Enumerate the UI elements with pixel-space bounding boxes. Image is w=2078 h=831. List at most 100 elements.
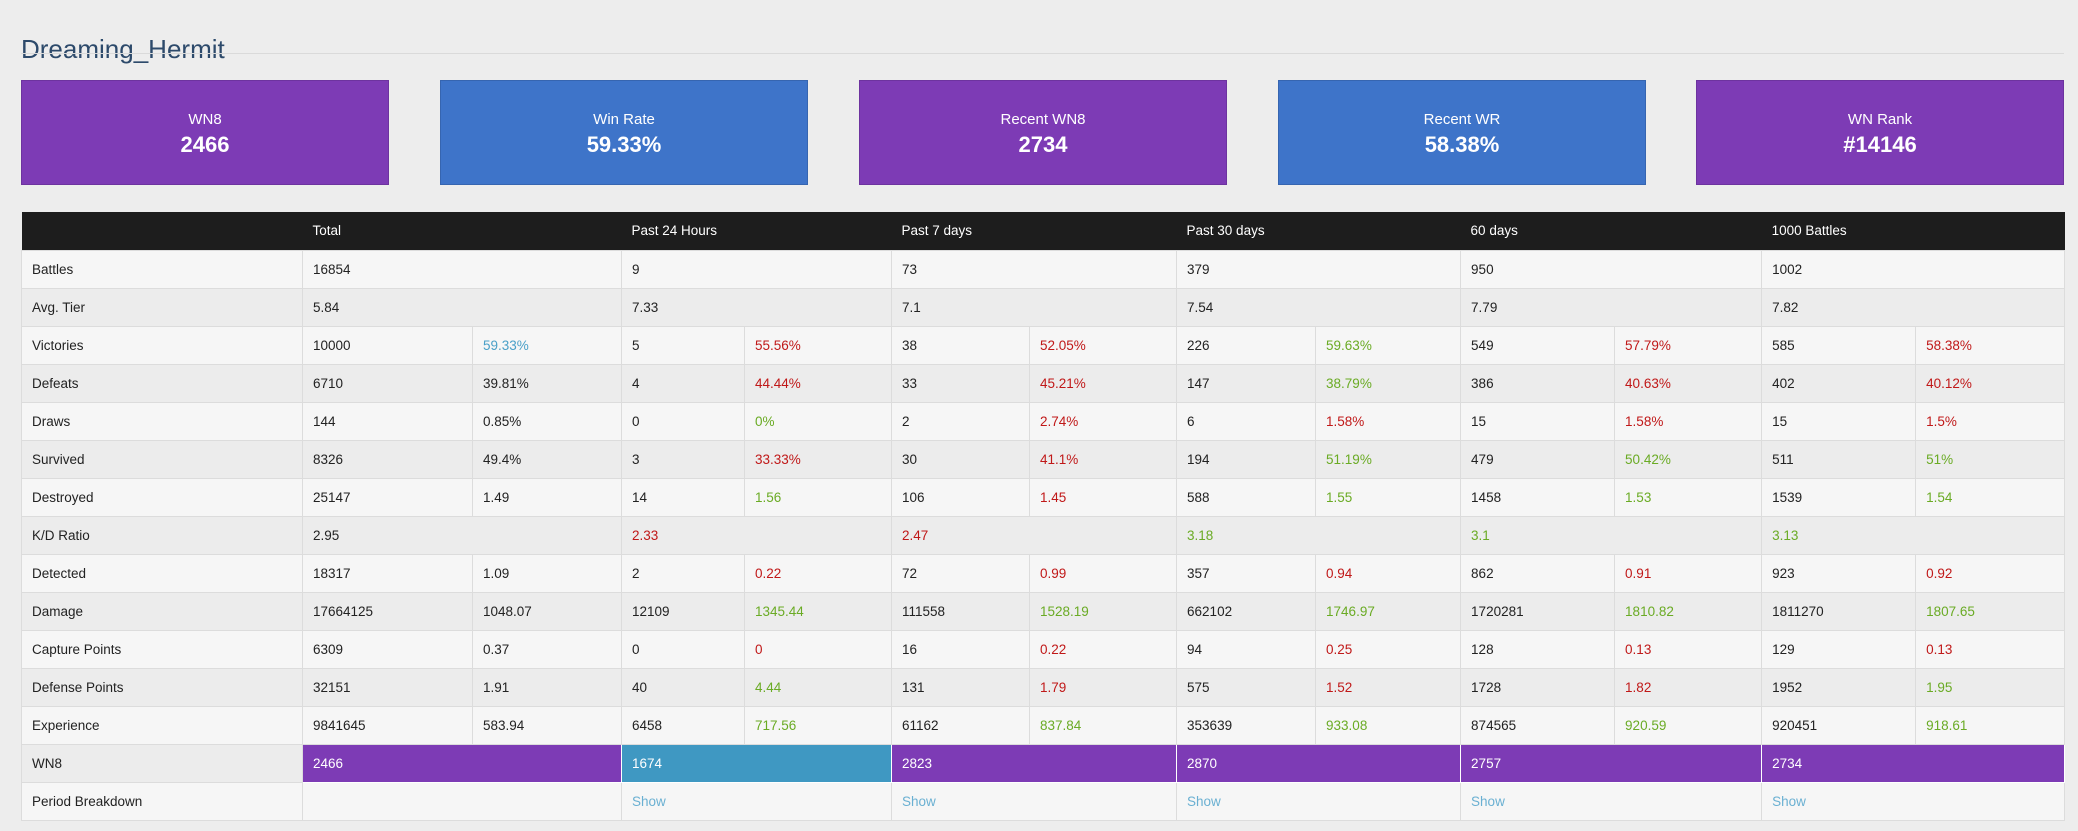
cell: 25147 bbox=[302, 477, 473, 517]
table-row-experience: Experience 9841645 583.94 6458 717.56 61… bbox=[21, 705, 2066, 745]
cell: 0 bbox=[621, 629, 745, 669]
cell: 1.45 bbox=[1029, 477, 1178, 517]
cell: 0.85% bbox=[472, 401, 622, 441]
row-label: WN8 bbox=[21, 743, 303, 783]
cell: 402 bbox=[1761, 363, 1917, 403]
cell: 2.47 bbox=[891, 515, 1178, 555]
cell: 1002 bbox=[1761, 249, 2066, 289]
cell: 874565 bbox=[1460, 705, 1616, 745]
cell: 549 bbox=[1460, 325, 1616, 365]
cell: 72 bbox=[891, 553, 1031, 593]
cell: 0.99 bbox=[1029, 553, 1178, 593]
card-value: 58.38% bbox=[1424, 132, 1500, 157]
cell: 1.52 bbox=[1315, 667, 1462, 707]
cell: 1.95 bbox=[1915, 667, 2066, 707]
wn8-badge-cell: 2734 bbox=[1761, 743, 2066, 783]
cell: 5.84 bbox=[302, 287, 622, 327]
table-row-kd-ratio: K/D Ratio 2.95 2.33 2.47 3.18 3.1 3.13 bbox=[21, 515, 2066, 555]
cell: 0.13 bbox=[1614, 629, 1763, 669]
row-label: Victories bbox=[21, 325, 303, 365]
cell: 6309 bbox=[302, 629, 473, 669]
cell: 30 bbox=[891, 439, 1031, 479]
cell: 511 bbox=[1761, 439, 1917, 479]
row-label: Detected bbox=[21, 553, 303, 593]
card-label: WN Rank bbox=[1847, 111, 1913, 128]
column-header-24h: Past 24 Hours bbox=[621, 212, 892, 250]
cell: 0.22 bbox=[1029, 629, 1178, 669]
cell: 1.82 bbox=[1614, 667, 1763, 707]
cell: 18317 bbox=[302, 553, 473, 593]
cell: 1.54 bbox=[1915, 477, 2066, 517]
cell: 918.61 bbox=[1915, 705, 2066, 745]
row-label: Experience bbox=[21, 705, 303, 745]
cell: 17664125 bbox=[302, 591, 473, 631]
cell: 40 bbox=[621, 667, 745, 707]
cell: 6710 bbox=[302, 363, 473, 403]
cell: 147 bbox=[1176, 363, 1317, 403]
cell: 51.19% bbox=[1315, 439, 1462, 479]
show-link-60d[interactable]: Show bbox=[1471, 793, 1505, 809]
cell: 585 bbox=[1761, 325, 1917, 365]
cell: 131 bbox=[891, 667, 1031, 707]
show-link-7d[interactable]: Show bbox=[902, 793, 936, 809]
row-label: Damage bbox=[21, 591, 303, 631]
wn8-badge-cell: 2823 bbox=[891, 743, 1178, 783]
cell: 58.38% bbox=[1915, 325, 2066, 365]
cell: 50.42% bbox=[1614, 439, 1763, 479]
cell: 3.18 bbox=[1176, 515, 1462, 555]
stats-table: Total Past 24 Hours Past 7 days Past 30 … bbox=[21, 212, 2066, 821]
cell: 128 bbox=[1460, 629, 1616, 669]
cell: 15 bbox=[1460, 401, 1616, 441]
show-link-24h[interactable]: Show bbox=[632, 793, 666, 809]
cell: 1952 bbox=[1761, 667, 1917, 707]
cell: 194 bbox=[1176, 439, 1317, 479]
column-header-30d: Past 30 days bbox=[1176, 212, 1461, 250]
table-row-wn8: WN8 2466 1674 2823 2870 2757 2734 bbox=[21, 743, 2066, 783]
cell: 106 bbox=[891, 477, 1031, 517]
card-label: Recent WN8 bbox=[1000, 111, 1086, 128]
show-link-30d[interactable]: Show bbox=[1187, 793, 1221, 809]
cell: 1746.97 bbox=[1315, 591, 1462, 631]
cell: 920451 bbox=[1761, 705, 1917, 745]
table-row-defeats: Defeats 6710 39.81% 4 44.44% 33 45.21% 1… bbox=[21, 363, 2066, 403]
cell: 1.58% bbox=[1315, 401, 1462, 441]
cell: 52.05% bbox=[1029, 325, 1178, 365]
cell: 33.33% bbox=[743, 439, 893, 479]
recent-wr-card: Recent WR 58.38% bbox=[1278, 80, 1646, 185]
cell: 0 bbox=[621, 401, 745, 441]
cell: 1.09 bbox=[472, 553, 622, 593]
cell: 6 bbox=[1176, 401, 1317, 441]
cell: 933.08 bbox=[1315, 705, 1462, 745]
wn8-badge-cell: 2870 bbox=[1176, 743, 1462, 783]
cell: 4.44 bbox=[743, 667, 893, 707]
cell: 61162 bbox=[891, 705, 1031, 745]
cell: 479 bbox=[1460, 439, 1616, 479]
cell: 575 bbox=[1176, 667, 1317, 707]
cell: 94 bbox=[1176, 629, 1317, 669]
cell: 15 bbox=[1761, 401, 1917, 441]
wn8-badge-cell: 2466 bbox=[302, 743, 622, 783]
table-row-damage: Damage 17664125 1048.07 12109 1345.44 11… bbox=[21, 591, 2066, 631]
cell: 144 bbox=[302, 401, 473, 441]
cell: 7.1 bbox=[891, 287, 1178, 327]
recent-wn8-card: Recent WN8 2734 bbox=[859, 80, 1227, 185]
cell: 9 bbox=[620, 249, 893, 289]
cell: 40.12% bbox=[1915, 363, 2066, 403]
cell: 45.21% bbox=[1029, 363, 1178, 403]
cell: 3.13 bbox=[1761, 515, 2066, 555]
show-link-1000[interactable]: Show bbox=[1772, 793, 1806, 809]
cell: 1.79 bbox=[1029, 667, 1178, 707]
cell: 129 bbox=[1761, 629, 1917, 669]
cell: 1.55 bbox=[1315, 477, 1462, 517]
cell: Show bbox=[1761, 781, 2066, 821]
cell: 73 bbox=[891, 249, 1178, 289]
cell: 16854 bbox=[302, 249, 622, 289]
cell: 0 bbox=[743, 629, 893, 669]
cell: 32151 bbox=[302, 667, 473, 707]
column-header-1000: 1000 Battles bbox=[1761, 212, 2065, 250]
cell: 1458 bbox=[1460, 477, 1616, 517]
cell: 1048.07 bbox=[472, 591, 622, 631]
cell: 588 bbox=[1176, 477, 1317, 517]
table-header-row: Total Past 24 Hours Past 7 days Past 30 … bbox=[21, 212, 2065, 250]
cell: 59.63% bbox=[1315, 325, 1462, 365]
